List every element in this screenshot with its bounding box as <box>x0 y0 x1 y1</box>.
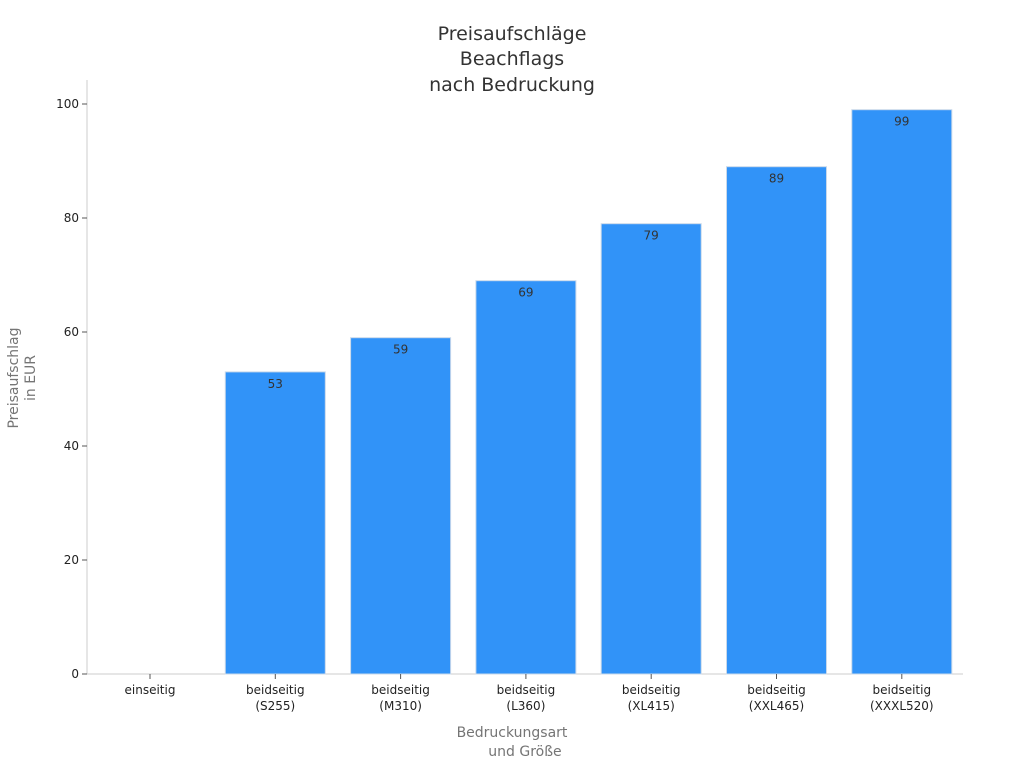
y-axis-label-line-2: in EUR <box>23 355 39 401</box>
bar-data-label: 99 <box>894 115 909 129</box>
x-axis-label-line-1: Bedruckungsart <box>457 725 568 741</box>
bar <box>350 337 452 675</box>
y-tick-label: 100 <box>56 97 79 111</box>
bars <box>224 109 953 675</box>
y-tick-label: 0 <box>71 667 79 681</box>
x-tick-label: (XXXL520) <box>870 699 934 713</box>
x-tick-label: (M310) <box>379 699 422 713</box>
bar-data-label: 59 <box>393 343 408 357</box>
x-tick-label: beidseitig <box>497 683 556 697</box>
x-axis-label-line-2: und Größe <box>488 744 561 760</box>
y-axis-ticks: 0 20 40 60 80 100 <box>56 97 87 681</box>
bar-data-label: 89 <box>769 172 784 186</box>
y-tick-label: 60 <box>64 325 79 339</box>
bar-data-label: 69 <box>518 286 533 300</box>
x-tick-label: beidseitig <box>622 683 681 697</box>
bar-data-label: 53 <box>268 377 283 391</box>
bar-data-label: 79 <box>644 229 659 243</box>
x-tick-label: (S255) <box>255 699 295 713</box>
bar <box>726 166 827 675</box>
chart-title-line-1: Preisaufschläge <box>438 23 587 45</box>
y-axis-label: Preisaufschlag in EUR <box>6 327 39 428</box>
x-tick-label: beidseitig <box>747 683 806 697</box>
chart-title-line-3: nach Bedruckung <box>429 74 595 96</box>
x-axis-ticks: einseitig beidseitig (S255) beidseitig (M310… <box>125 674 934 713</box>
x-tick-label: (L360) <box>506 699 545 713</box>
x-tick-label: beidseitig <box>246 683 305 697</box>
y-axis-label-line-1: Preisaufschlag <box>6 327 22 428</box>
x-tick-label: (XL415) <box>628 699 675 713</box>
chart-title-line-2: Beachflags <box>460 48 564 70</box>
bar <box>224 371 326 675</box>
y-tick-label: 20 <box>64 553 79 567</box>
bar-data-labels: 53 59 69 79 89 99 <box>268 115 910 391</box>
y-tick-label: 80 <box>64 211 79 225</box>
bar <box>851 109 953 675</box>
y-tick-label: 40 <box>64 439 79 453</box>
bar <box>475 280 577 675</box>
x-tick-label: beidseitig <box>371 683 430 697</box>
x-tick-label: einseitig <box>125 683 176 697</box>
x-tick-label: beidseitig <box>873 683 932 697</box>
bar <box>600 223 702 675</box>
x-tick-label: (XXL465) <box>749 699 804 713</box>
